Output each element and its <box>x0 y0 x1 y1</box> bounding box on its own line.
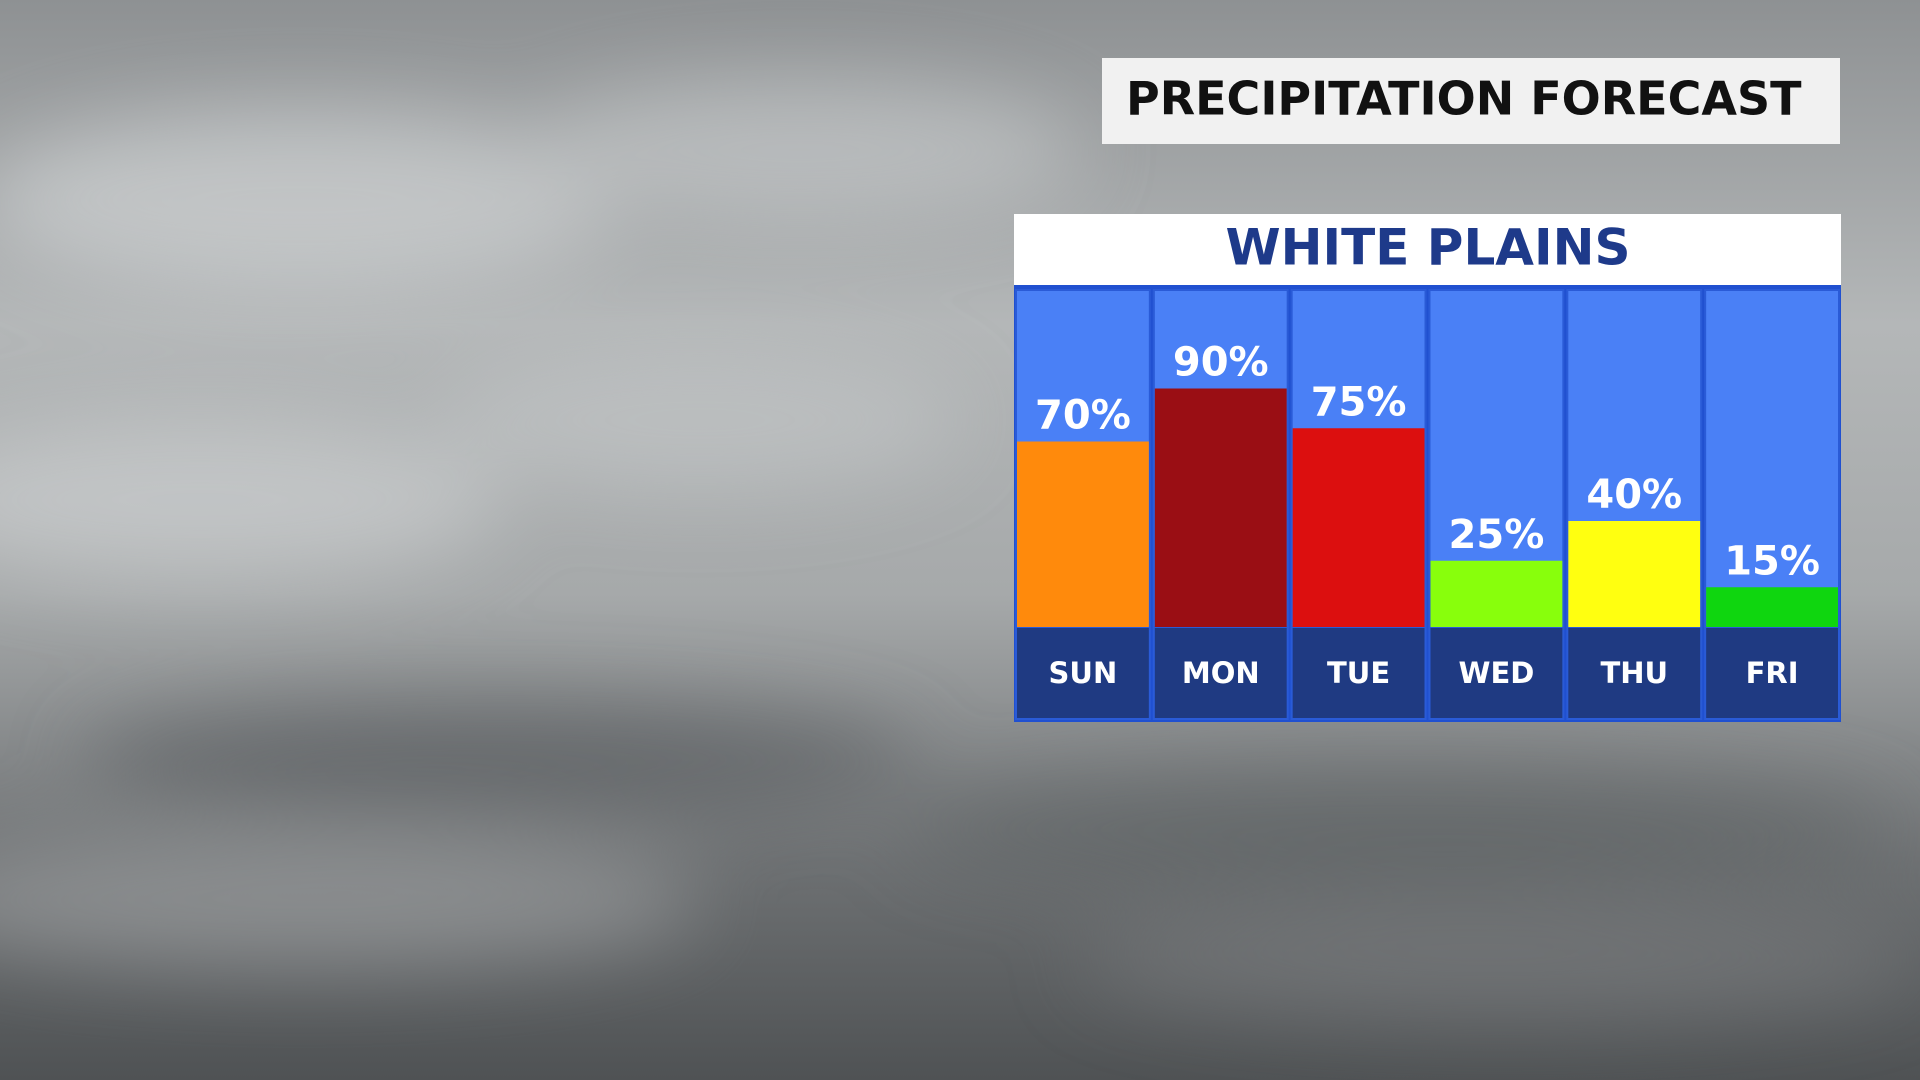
day-cell <box>1428 626 1565 720</box>
bar <box>1568 521 1701 627</box>
bar <box>1017 441 1149 627</box>
cloud-shapes <box>0 80 1920 1020</box>
panel <box>1014 214 1841 722</box>
title-box <box>1102 58 1840 144</box>
bar <box>1154 388 1287 627</box>
value-label: 90% <box>1173 340 1269 386</box>
column-background <box>1704 289 1840 628</box>
value-label: 40% <box>1586 472 1682 518</box>
chart-subtitle: WHITE PLAINS <box>1226 219 1631 277</box>
x-tick-label: MON <box>1182 656 1260 690</box>
day-cell <box>1152 626 1289 720</box>
x-tick-label: SUN <box>1049 656 1118 690</box>
chart-title: PRECIPITATION FORECAST <box>1126 72 1802 126</box>
day-cell <box>1290 626 1427 720</box>
value-label: 15% <box>1724 538 1820 584</box>
bar <box>1292 428 1425 627</box>
header-box <box>1014 214 1841 285</box>
value-label: 75% <box>1311 379 1407 425</box>
x-tick-label: THU <box>1600 656 1668 690</box>
value-label: 70% <box>1035 393 1131 439</box>
x-tick-label: FRI <box>1746 656 1799 690</box>
value-label: 25% <box>1449 512 1545 558</box>
x-tick-label: WED <box>1458 656 1534 690</box>
x-tick-label: TUE <box>1327 656 1390 690</box>
bar <box>1430 560 1563 627</box>
bar <box>1706 587 1838 627</box>
